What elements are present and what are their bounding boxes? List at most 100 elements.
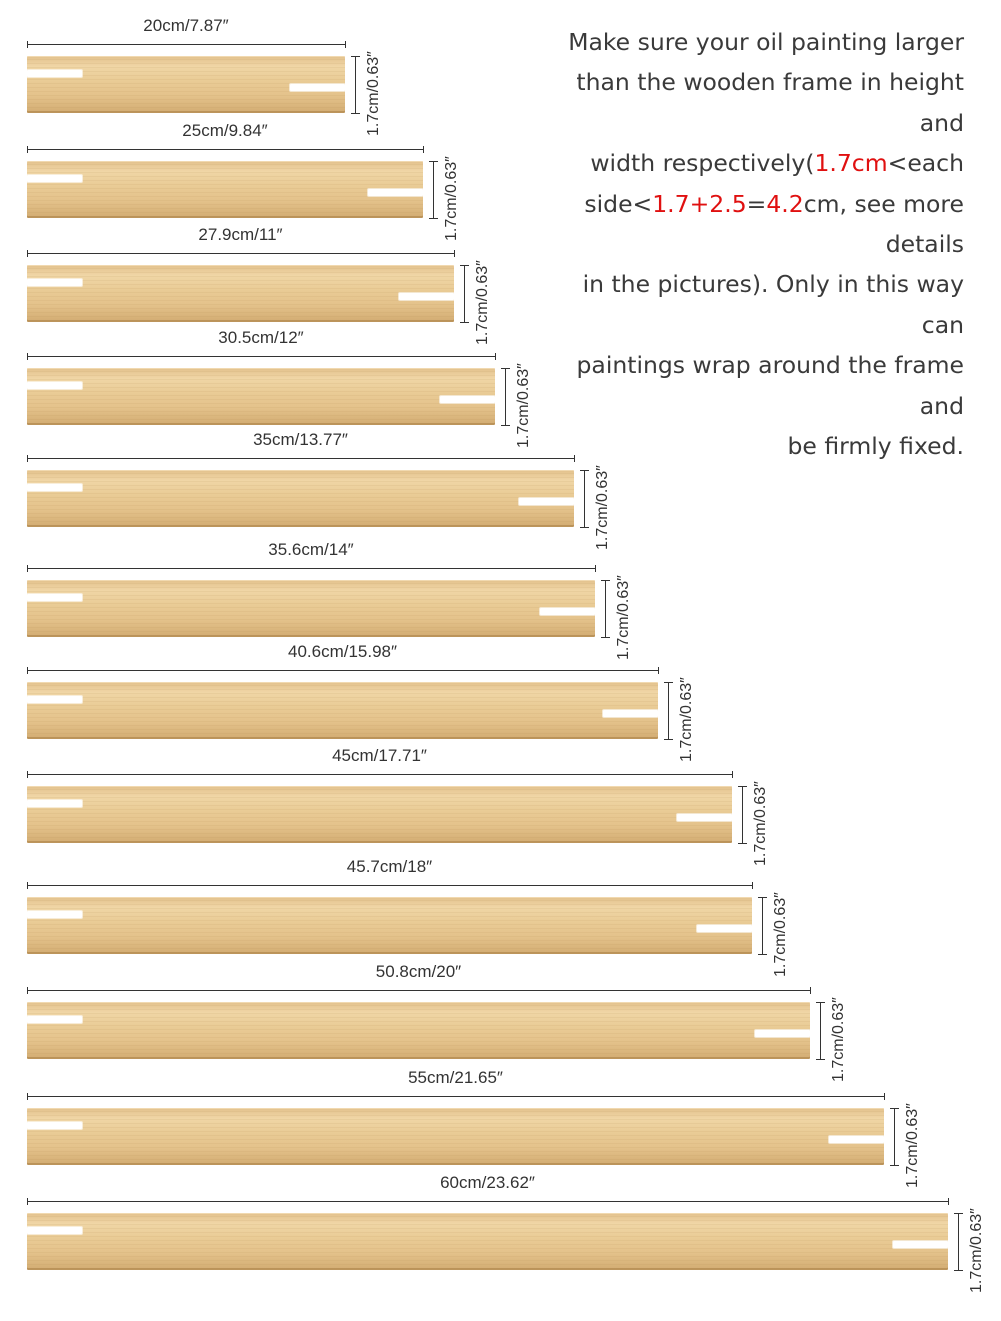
length-dimension-line [27,149,423,150]
left-slot [27,594,82,601]
height-cap-top [501,368,510,369]
wood-strip [27,897,752,954]
length-label: 20cm/7.87″ [143,16,229,35]
left-slot [27,911,82,918]
length-label: 27.9cm/11″ [198,225,283,244]
height-dimension-line [894,1108,895,1165]
length-tick-right [595,565,596,572]
length-dimension-line [27,670,658,671]
length-tick-right [574,455,575,462]
note-red-4-2: 4.2 [766,189,804,218]
length-label: 50.8cm/20″ [375,962,462,981]
height-cap-bottom [738,843,747,844]
height-label: 1.7cm/0.63″ [678,677,695,762]
note-red-1-7cm: 1.7cm [814,149,888,178]
height-cap-bottom [816,1059,825,1060]
right-slot [440,396,495,403]
left-slot [27,175,82,182]
height-cap-top [758,897,767,898]
left-slot [27,484,82,491]
length-tick-left [27,146,28,153]
left-slot [27,1016,82,1023]
height-cap-bottom [954,1270,963,1271]
left-slot [27,382,82,389]
length-tick-left [27,353,28,360]
height-label: 1.7cm/0.63″ [830,997,847,1082]
note-line-4: side<1.7+2.5=4.2cm, see more details [584,189,964,259]
right-slot [399,293,454,300]
height-label: 1.7cm/0.63″ [772,892,789,977]
height-dimension-line [820,1002,821,1059]
left-slot [27,1122,82,1129]
height-dimension-line [742,786,743,843]
length-tick-right [948,1198,949,1205]
note-line-5: in the pictures). Only in this way can [582,270,964,339]
height-dimension-line [762,897,763,954]
length-dimension-line [27,458,574,459]
right-slot [893,1241,948,1248]
height-cap-bottom [601,637,610,638]
length-tick-left [27,771,28,778]
right-slot [829,1136,884,1143]
left-slot [27,696,82,703]
height-cap-bottom [758,954,767,955]
height-label: 1.7cm/0.63″ [594,465,611,550]
length-tick-left [27,987,28,994]
note-line-7: be firmly fixed. [787,432,964,461]
height-cap-bottom [460,322,469,323]
height-cap-top [816,1002,825,1003]
height-label: 1.7cm/0.63″ [443,156,460,241]
right-slot [368,189,423,196]
length-label: 45cm/17.71″ [332,746,427,765]
height-cap-top [351,56,360,57]
height-dimension-line [355,56,356,113]
height-dimension-line [668,682,669,739]
height-cap-bottom [890,1165,899,1166]
length-tick-right [495,353,496,360]
length-label: 30.5cm/12″ [218,328,304,347]
length-tick-left [27,455,28,462]
length-tick-right [884,1093,885,1100]
length-tick-right [810,987,811,994]
right-slot [677,814,732,821]
wood-strip [27,470,574,527]
length-tick-right [732,771,733,778]
height-dimension-line [958,1213,959,1270]
length-dimension-line [27,1096,884,1097]
instruction-note: Make sure your oil painting larger than … [540,22,964,466]
note-line-6: paintings wrap around the frame and [576,351,965,420]
length-label: 55cm/21.65″ [408,1068,503,1087]
wood-strip [27,580,595,637]
length-dimension-line [27,990,810,991]
right-slot [540,608,595,615]
length-tick-right [454,250,455,257]
wood-strip [27,1213,948,1270]
height-cap-top [601,580,610,581]
right-slot [519,498,574,505]
length-tick-left [27,667,28,674]
height-cap-top [738,786,747,787]
height-cap-top [429,161,438,162]
wood-strip [27,682,658,739]
height-cap-bottom [351,113,360,114]
height-dimension-line [433,161,434,218]
height-dimension-line [584,470,585,527]
length-label: 35.6cm/14″ [268,540,354,559]
length-tick-left [27,1198,28,1205]
height-dimension-line [605,580,606,637]
right-slot [603,710,658,717]
left-slot [27,70,82,77]
left-slot [27,800,82,807]
height-cap-top [460,265,469,266]
length-dimension-line [27,774,732,775]
length-dimension-line [27,885,752,886]
note-red-sum: 1.7+2.5 [652,189,747,218]
height-cap-top [890,1108,899,1109]
length-dimension-line [27,253,454,254]
length-tick-right [345,41,346,48]
wood-strip [27,1108,884,1165]
length-tick-right [752,882,753,889]
height-label: 1.7cm/0.63″ [365,51,382,136]
length-dimension-line [27,568,595,569]
height-label: 1.7cm/0.63″ [515,363,532,448]
